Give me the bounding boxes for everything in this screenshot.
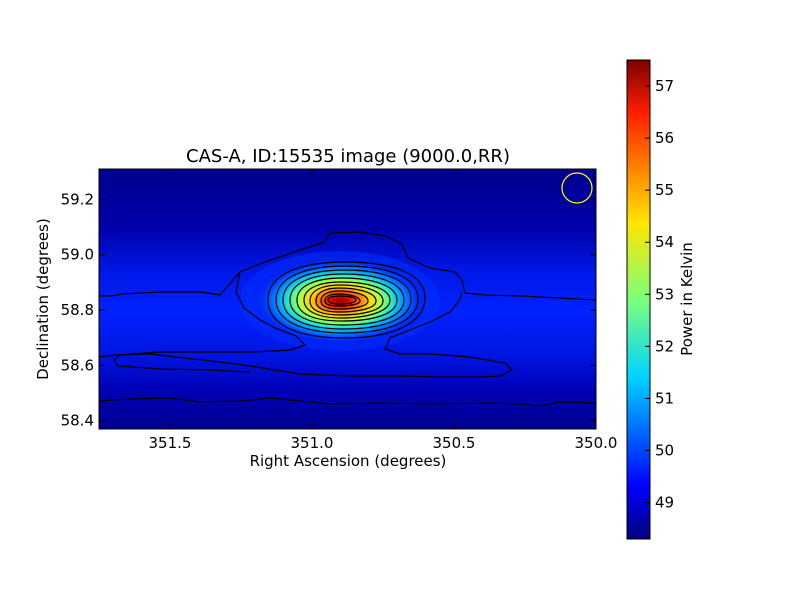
contour-2 — [275, 265, 419, 334]
contour-outer-lower — [99, 291, 514, 378]
contour-6 — [303, 281, 391, 319]
colorbar-tick-label: 52 — [655, 337, 674, 355]
x-axis-label: Right Ascension (degrees) — [250, 452, 447, 470]
beam-marker — [561, 172, 593, 204]
colorbar-ticks: 49 50 51 52 53 54 55 56 57 — [645, 77, 674, 512]
colorbar-tick-label: 54 — [655, 233, 674, 251]
contour-lines — [99, 231, 596, 407]
contour-1 — [267, 261, 426, 339]
x-tick-label: 350.0 — [575, 434, 618, 452]
x-axis-ticks: 351.5 351.0 350.5 350.0 — [149, 169, 618, 452]
colorbar-tick-label: 55 — [655, 181, 674, 199]
colorbar-tick-label: 53 — [655, 285, 674, 303]
colorbar: 49 50 51 52 53 54 55 56 57 Power in Kelvin — [626, 59, 696, 540]
plot-area — [99, 169, 596, 429]
colorbar-label: Power in Kelvin — [678, 242, 696, 356]
x-tick-label: 351.0 — [291, 434, 334, 452]
contour-3 — [282, 269, 412, 330]
y-axis-label: Declination (degrees) — [34, 218, 52, 380]
contour-10 — [324, 293, 361, 307]
contour-outer-upper — [99, 231, 596, 301]
colorbar-tick-label: 49 — [655, 494, 674, 512]
chart-title: CAS-A, ID:15535 image (9000.0,RR) — [186, 146, 510, 167]
colorbar-gradient — [626, 59, 651, 540]
contour-9 — [320, 290, 369, 310]
plot-frame — [98, 168, 597, 430]
colorbar-tick-label: 57 — [655, 77, 674, 95]
y-tick-label: 58.4 — [61, 412, 94, 430]
x-tick-label: 351.5 — [149, 434, 192, 452]
x-tick-label: 350.5 — [433, 434, 476, 452]
y-tick-label: 58.6 — [61, 356, 94, 374]
colorbar-tick-label: 56 — [655, 129, 674, 147]
contour-bottom — [99, 397, 596, 407]
y-axis-ticks: 58.4 58.6 58.8 59.0 59.2 — [61, 190, 596, 430]
contour-5 — [296, 277, 398, 322]
contour-7 — [309, 284, 384, 316]
colorbar-tick-label: 51 — [655, 389, 674, 407]
y-tick-label: 59.2 — [61, 190, 94, 208]
contour-8 — [315, 287, 377, 313]
colorbar-tick-label: 50 — [655, 441, 674, 459]
y-tick-label: 58.8 — [61, 301, 94, 319]
contour-peak — [327, 295, 357, 305]
contour-inner-left — [113, 271, 307, 373]
contour-4 — [289, 273, 405, 326]
y-tick-label: 59.0 — [61, 246, 94, 264]
